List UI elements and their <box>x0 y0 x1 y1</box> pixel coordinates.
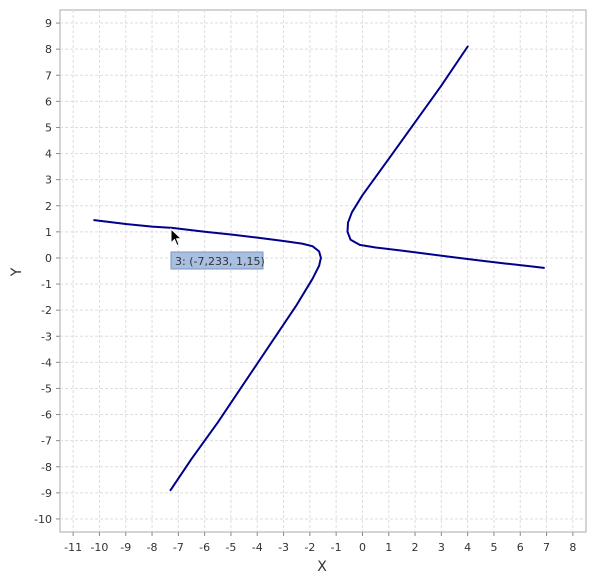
cursor-arrow-icon <box>170 227 183 247</box>
y-tick-label: -4 <box>41 356 52 369</box>
x-tick-label: -4 <box>252 541 263 554</box>
y-tick-label: 4 <box>45 148 52 161</box>
series-line-2[interactable] <box>346 45 545 269</box>
x-tick-label: 6 <box>517 541 524 554</box>
y-tick-label: -2 <box>41 304 52 317</box>
x-tick-label: 1 <box>385 541 392 554</box>
x-tick-label: -11 <box>64 541 82 554</box>
y-tick-label: 3 <box>45 174 52 187</box>
y-tick-label: -5 <box>41 382 52 395</box>
x-tick-label: -3 <box>278 541 289 554</box>
y-tick-label: 8 <box>45 43 52 56</box>
tooltip-box <box>170 251 264 270</box>
y-tick-label: -3 <box>41 330 52 343</box>
y-tick-label: -7 <box>41 435 52 448</box>
x-axis-title: X <box>317 559 327 575</box>
y-tick-label: 2 <box>45 200 52 213</box>
x-tick-label: -10 <box>90 541 108 554</box>
x-tick-label: 7 <box>543 541 550 554</box>
x-tick-label: 5 <box>490 541 497 554</box>
x-tick-label: 8 <box>569 541 576 554</box>
x-tick-label: -2 <box>304 541 315 554</box>
grid <box>60 10 586 532</box>
x-tick-label: 2 <box>412 541 419 554</box>
x-tick-label: -6 <box>199 541 210 554</box>
y-tick-label: 1 <box>45 226 52 239</box>
y-tick-label: -9 <box>41 487 52 500</box>
x-tick-label: -9 <box>120 541 131 554</box>
tooltip-text: 3: (-7,233, 1,15) <box>175 255 265 268</box>
y-tick-label: 5 <box>45 121 52 134</box>
x-tick-label: 4 <box>464 541 471 554</box>
y-tick-label: -6 <box>41 409 52 422</box>
series-line-1[interactable] <box>93 219 322 492</box>
y-axis-title: Y <box>9 267 25 277</box>
y-tick-label: -10 <box>34 513 52 526</box>
x-tick-label: -7 <box>173 541 184 554</box>
tick-labels: -11 -10 -9 -8 -7 -6 -5 -4 -3 -2 -1 0 1 2 3 4 5 6 7 89876543… <box>34 17 576 554</box>
series-layer <box>93 45 545 492</box>
x-tick-label: 3 <box>438 541 445 554</box>
x-tick-label: -5 <box>225 541 236 554</box>
y-tick-label: 0 <box>45 252 52 265</box>
y-tick-label: -8 <box>41 461 52 474</box>
tooltip: 3: (-7,233, 1,15) <box>170 251 265 270</box>
x-tick-label: -8 <box>147 541 158 554</box>
y-tick-label: 9 <box>45 17 52 30</box>
x-tick-label: 0 <box>359 541 366 554</box>
x-tick-label: -1 <box>331 541 342 554</box>
y-tick-label: 7 <box>45 69 52 82</box>
y-tick-label: 6 <box>45 95 52 108</box>
y-tick-label: -1 <box>41 278 52 291</box>
plot-area <box>59 9 587 533</box>
